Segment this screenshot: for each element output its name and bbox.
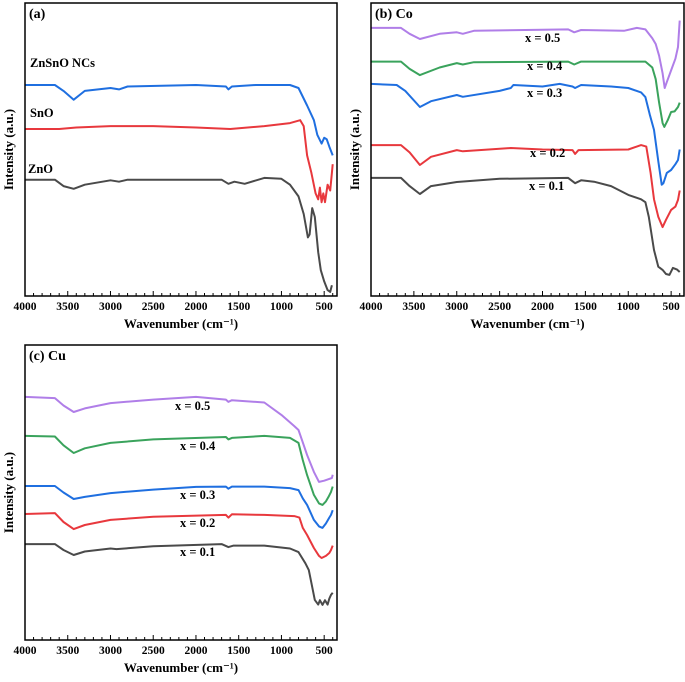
x-tick-label: 3000: [99, 301, 122, 313]
x-axis-label: Wavenumber (cm⁻¹): [124, 660, 238, 675]
panel-c: x = 0.5 x = 0.4 x = 0.3 x = 0.2 x = 0.1 4000 3…: [1, 344, 338, 675]
series-line-3: [24, 512, 334, 559]
x-tick-label: 500: [316, 645, 334, 657]
x-tick-label: 1500: [227, 645, 250, 657]
series-line-4: [371, 176, 681, 276]
x-tick-label: 2500: [142, 301, 165, 313]
panel-label: (c) Cu: [29, 349, 66, 364]
series-label: x = 0.2: [180, 516, 215, 530]
x-tick-label: 2000: [184, 301, 207, 313]
x-tick-label: 3000: [445, 301, 468, 313]
plot-frame: [24, 344, 338, 641]
x-tick-label: 1000: [270, 301, 293, 313]
series-line-4: [25, 543, 334, 606]
panel-label: (a): [29, 7, 46, 22]
series-label: x = 0.2: [530, 146, 565, 160]
series-label: ZnO: [28, 162, 53, 176]
series-label: x = 0.3: [527, 86, 562, 100]
panel-label: (b) Co: [375, 7, 413, 22]
x-tick-label: 3500: [402, 301, 425, 313]
series-label: x = 0.4: [527, 59, 563, 73]
series-label: x = 0.5: [175, 399, 210, 413]
x-tick-label: 2500: [488, 301, 511, 313]
x-tick-label: 1500: [227, 301, 250, 313]
series-label: x = 0.1: [180, 545, 215, 559]
series-line-2: [25, 485, 334, 529]
x-tick-label: 4000: [14, 301, 37, 313]
y-axis-label: Intensity (a.u.): [347, 109, 362, 190]
x-tick-label: 1000: [617, 301, 640, 313]
x-tick-label: 3500: [56, 301, 79, 313]
x-tick-label: 4000: [14, 645, 37, 657]
x-axis-label: Wavenumber (cm⁻¹): [124, 316, 238, 331]
x-tick-label: 500: [663, 301, 681, 313]
series-label: x = 0.5: [525, 31, 560, 45]
x-tick-label: 2000: [184, 645, 207, 657]
x-tick-label: 500: [316, 301, 334, 313]
series-line-1: [24, 434, 334, 506]
series-line-0: [25, 84, 334, 156]
plot-frame: [370, 2, 685, 297]
series-label: x = 0.3: [180, 488, 215, 502]
series-line-2: [370, 82, 681, 186]
y-axis-label: Intensity (a.u.): [1, 109, 16, 190]
x-tick-label: 1500: [574, 301, 597, 313]
series-label: SnO: [30, 106, 54, 120]
series-line-0: [371, 20, 681, 89]
series-label: x = 0.4: [180, 439, 216, 453]
x-tick-label: 3000: [99, 645, 122, 657]
series-label: x = 0.1: [529, 179, 564, 193]
x-axis-label: Wavenumber (cm⁻¹): [470, 316, 584, 331]
panel-b: x = 0.5 x = 0.4 x = 0.3 x = 0.2 x = 0.1 4000 3…: [347, 2, 685, 331]
series-line-2: [25, 176, 333, 293]
y-axis-label: Intensity (a.u.): [1, 452, 16, 533]
x-tick-label: 3500: [56, 645, 79, 657]
series-line-1: [25, 119, 334, 204]
series-line-1: [371, 60, 681, 128]
plot-frame: [24, 2, 338, 297]
x-tick-label: 1000: [270, 645, 293, 657]
panel-a: ZnSnO NCs SnO ZnO 4000 3500 3000 2500 2000 1500 1…: [1, 2, 338, 331]
x-tick-label: 2000: [531, 301, 554, 313]
series-line-0: [24, 395, 334, 483]
series-label: ZnSnO NCs: [30, 56, 95, 70]
x-tick-label: 2500: [142, 645, 165, 657]
series-line-3: [371, 144, 681, 229]
x-tick-label: 4000: [360, 301, 383, 313]
